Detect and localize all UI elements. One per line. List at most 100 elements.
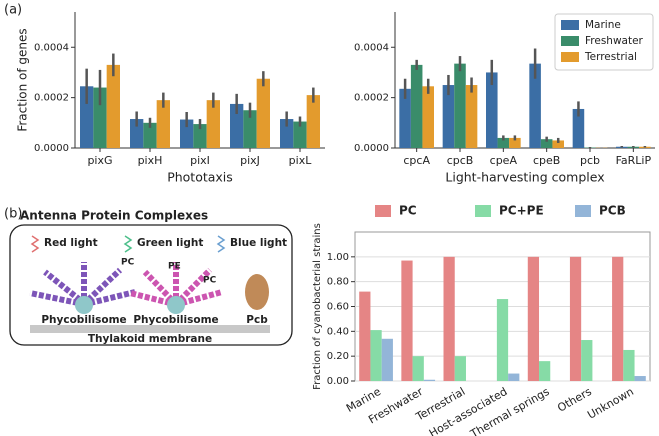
core [75, 296, 93, 314]
pe-label: PE [168, 262, 181, 272]
bar [572, 108, 585, 148]
bar [527, 256, 540, 381]
y-tick-label: 0.00 [327, 376, 349, 387]
x-tick-label: pixJ [240, 154, 260, 167]
y-tick-label: 0.0004 [34, 42, 69, 53]
legend-box [554, 13, 654, 71]
x-tick-label: pixG [87, 154, 112, 167]
bar [180, 119, 194, 148]
diagram: Antenna Protein Complexes Red light Gree… [9, 209, 293, 346]
y-tick-label: 0.0000 [354, 143, 389, 154]
bar [410, 64, 423, 148]
legend-swatch [375, 205, 391, 217]
bar [454, 356, 466, 381]
bar [412, 356, 424, 381]
light-label: Green light [137, 237, 203, 249]
bar [612, 256, 624, 381]
bar [293, 121, 307, 148]
bar [306, 95, 320, 148]
bar [581, 340, 593, 381]
wave [30, 235, 40, 253]
x-tick-label: pcb [580, 154, 600, 167]
pcb-label: Pcb [246, 314, 268, 326]
bar [423, 379, 436, 381]
wave [123, 235, 133, 253]
bar [623, 349, 635, 381]
y-tick-label: 0.60 [327, 302, 349, 313]
bar [539, 361, 551, 381]
bar [465, 85, 478, 148]
bar [280, 119, 294, 148]
bar [206, 100, 220, 148]
membrane [30, 325, 270, 333]
pc-label: PC [203, 276, 217, 286]
bar [422, 86, 434, 148]
bar [442, 85, 455, 148]
bar [569, 256, 582, 381]
core [167, 296, 185, 314]
pbs-label: Phycobilisome [133, 314, 218, 326]
x-axis-label: Phototaxis [167, 170, 233, 185]
bar [370, 330, 382, 381]
bar [130, 119, 144, 148]
panel-label: (a) [4, 3, 22, 18]
bar [497, 137, 510, 148]
x-tick-label: cpcB [447, 154, 474, 167]
bar [634, 376, 646, 381]
legend-label: PC [399, 204, 417, 218]
x-tick-label: pixI [190, 154, 210, 167]
x-axis-label: Light-harvesting complex [445, 170, 604, 185]
bar [540, 139, 553, 148]
bar [509, 137, 521, 148]
y-tick-label: 0.20 [327, 351, 349, 362]
pcb-shape [245, 274, 269, 310]
y-tick-label: 0.0004 [354, 42, 389, 53]
legend-swatch [561, 36, 579, 46]
bar [552, 140, 564, 148]
x-tick-label: pixL [289, 154, 313, 167]
bar [443, 256, 455, 381]
y-tick-label: 0.80 [327, 277, 349, 288]
light-label: Red light [44, 237, 98, 249]
diagram-title: Antenna Protein Complexes [20, 209, 208, 223]
bar [359, 291, 371, 381]
x-tick-label: Unknown [585, 385, 636, 422]
light-label: Blue light [230, 237, 287, 249]
legend-label: PCB [599, 204, 626, 218]
legend-label: Marine [585, 19, 621, 31]
legend-label: Terrestrial [584, 51, 637, 63]
legend-swatch [561, 52, 579, 62]
y-tick-label: 0.0002 [354, 93, 389, 104]
membrane-label: Thylakoid membrane [88, 333, 212, 345]
y-tick-label: 0.0000 [34, 143, 69, 154]
wave [216, 235, 226, 253]
bar [399, 88, 411, 148]
legend-label: PC+PE [499, 204, 544, 218]
pbs-label: Phycobilisome [41, 314, 126, 326]
legend-swatch [561, 20, 579, 30]
legend-label: Freshwater [585, 35, 644, 47]
bar [230, 103, 244, 148]
pc-label: PC [121, 258, 135, 268]
legend-swatch [575, 205, 591, 217]
legend-swatch [475, 205, 491, 217]
y-tick-label: 1.00 [327, 252, 349, 263]
diagram-box [9, 224, 293, 346]
y-tick-label: 0.0002 [34, 93, 69, 104]
bar [143, 122, 157, 148]
panel-label: (b) [4, 207, 22, 222]
bar [381, 338, 393, 381]
bar [93, 87, 107, 148]
bar [401, 260, 413, 381]
bar [106, 64, 120, 148]
x-tick-label: pixH [138, 154, 163, 167]
bar [508, 373, 520, 381]
y-axis-label: Fraction of cyanobacterial strains [312, 223, 323, 390]
bar [529, 63, 541, 148]
y-tick-label: 0.40 [327, 326, 349, 337]
bar [256, 78, 270, 148]
x-tick-label: cpcA [403, 154, 430, 167]
bar [156, 100, 170, 148]
x-tick-label: cpeA [490, 154, 518, 167]
